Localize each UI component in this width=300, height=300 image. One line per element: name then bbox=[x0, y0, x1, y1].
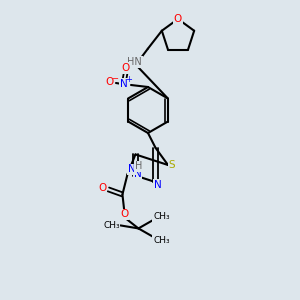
Text: H: H bbox=[135, 161, 142, 171]
Text: +: + bbox=[126, 74, 132, 83]
Text: O: O bbox=[122, 63, 130, 73]
Text: −: − bbox=[112, 74, 118, 83]
Text: N: N bbox=[128, 164, 135, 174]
Text: N: N bbox=[154, 180, 161, 190]
Text: O: O bbox=[174, 14, 182, 24]
Text: CH₃: CH₃ bbox=[103, 221, 120, 230]
Text: N: N bbox=[120, 79, 128, 89]
Text: S: S bbox=[169, 160, 175, 170]
Text: HN: HN bbox=[128, 57, 142, 67]
Text: O: O bbox=[120, 209, 129, 219]
Text: O: O bbox=[98, 183, 106, 194]
Text: CH₃: CH₃ bbox=[153, 236, 170, 245]
Text: O: O bbox=[106, 77, 114, 87]
Text: CH₃: CH₃ bbox=[153, 212, 170, 221]
Text: N: N bbox=[134, 169, 141, 178]
